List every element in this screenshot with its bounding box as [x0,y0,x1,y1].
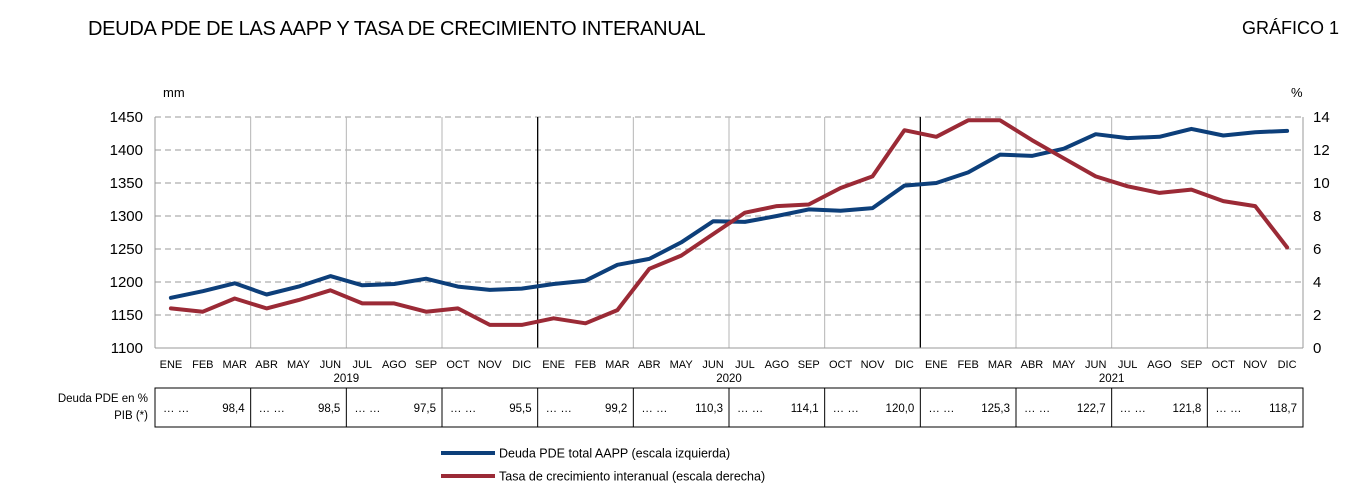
x-tick-label: DIC [1278,359,1297,371]
table-cell-value: 98,4 [222,403,245,415]
right-tick-label: 4 [1313,274,1321,291]
right-tick-label: 8 [1313,208,1321,225]
left-tick-label: 1100 [111,340,143,357]
x-tick-label: SEP [415,359,437,371]
table-cell-prefix: … … [833,403,859,415]
x-tick-label: MAY [1052,359,1076,371]
left-axis-unit: mm [163,85,185,100]
left-tick-label: 1300 [110,208,143,225]
table-cell-prefix: … … [450,403,476,415]
table-cell-prefix: … … [928,403,954,415]
table-cell-value: 122,7 [1077,403,1106,415]
x-tick-label: JUN [1085,359,1106,371]
right-tick-label: 2 [1313,307,1321,324]
right-axis-unit: % [1291,85,1303,100]
table-cell-value: 97,5 [414,403,436,415]
table-cell-value: 114,1 [791,403,819,415]
x-tick-label: OCT [829,359,853,371]
x-tick-label: SEP [798,359,820,371]
x-tick-label: ABR [255,359,278,371]
legend-label: Tasa de crecimiento interanual (escala d… [499,470,765,483]
x-tick-label: OCT [1212,359,1236,371]
x-tick-label: MAR [222,359,247,371]
table-cell-prefix: … … [737,403,763,415]
table-cell-prefix: … … [259,403,285,415]
x-tick-label: FEB [575,359,596,371]
table-cell-prefix: … … [641,403,667,415]
year-label: 2021 [1099,373,1125,385]
table-row-label: PIB (*) [114,410,148,422]
x-tick-label: ABR [1021,359,1044,371]
left-tick-label: 1450 [110,109,143,126]
table-cell-prefix: … … [354,403,380,415]
x-tick-label: ENE [925,359,948,371]
x-tick-label: NOV [478,359,503,371]
table-cell-prefix: … … [546,403,572,415]
table-cell-value: 98,5 [318,403,340,415]
x-tick-label: NOV [1243,359,1268,371]
figure-label: GRÁFICO 1 [1241,18,1339,38]
x-tick-label: NOV [861,359,886,371]
x-tick-label: AGO [382,359,407,371]
x-tick-label: ABR [638,359,661,371]
x-tick-label: MAR [605,359,630,371]
year-label: 2019 [334,373,360,385]
x-tick-label: ENE [542,359,565,371]
year-label: 2020 [716,373,742,385]
axes: 1100 1150 1200 1250 1300 1350 1400 1450 mm 0 2 4 6 8 1… [110,85,1330,385]
x-tick-label: JUN [320,359,341,371]
grid [155,116,1303,348]
legend: Deuda PDE total AAPP (escala izquierda) T… [441,447,765,483]
right-tick-label: 12 [1313,142,1330,159]
right-tick-label: 0 [1313,340,1321,357]
growth-rate-series-line [168,118,1290,327]
x-tick-label: MAY [287,359,311,371]
x-tick-label: MAY [670,359,694,371]
x-tick-label: DIC [895,359,914,371]
table-cell-value: 121,8 [1173,403,1202,415]
table-cell-value: 125,3 [981,403,1010,415]
table-row-label: Deuda PDE en % [58,393,148,405]
series [168,118,1290,327]
table-cell-prefix: … … [1120,403,1146,415]
table-cell-value: 99,2 [605,403,627,415]
chart-title: DEUDA PDE DE LAS AAPP Y TASA DE CRECIMIE… [88,18,706,40]
x-tick-label: FEB [192,359,213,371]
x-tick-label: JUL [352,359,372,371]
x-tick-label: SEP [1180,359,1202,371]
x-tick-label: AGO [1147,359,1172,371]
left-tick-label: 1150 [111,307,143,324]
x-tick-label: ENE [160,359,183,371]
x-tick-label: JUN [702,359,723,371]
legend-label: Deuda PDE total AAPP (escala izquierda) [499,447,730,461]
x-tick-label: JUL [735,359,755,371]
right-tick-label: 14 [1313,109,1330,126]
left-tick-label: 1250 [110,241,143,258]
right-tick-label: 10 [1313,175,1330,192]
x-tick-label: DIC [512,359,531,371]
table-cell-value: 120,0 [886,403,915,415]
left-tick-label: 1400 [110,142,143,159]
table-cell-value: 110,3 [695,403,723,415]
data-table: Deuda PDE en % PIB (*) … … 98,4 … … 98,5 … … 97… [58,387,1304,428]
right-tick-label: 6 [1313,241,1321,258]
table-cell-prefix: … … [1024,403,1050,415]
x-tick-label: MAR [988,359,1013,371]
table-cell-prefix: … … [1215,403,1241,415]
x-tick-label: FEB [957,359,978,371]
x-tick-label: AGO [765,359,790,371]
x-tick-label: JUL [1118,359,1138,371]
left-tick-label: 1350 [110,175,143,192]
table-cell-prefix: … … [163,403,189,415]
table-cell-value: 118,7 [1269,403,1297,415]
x-tick-label: OCT [446,359,470,371]
table-cell-value: 95,5 [509,403,531,415]
left-tick-label: 1200 [110,274,143,291]
